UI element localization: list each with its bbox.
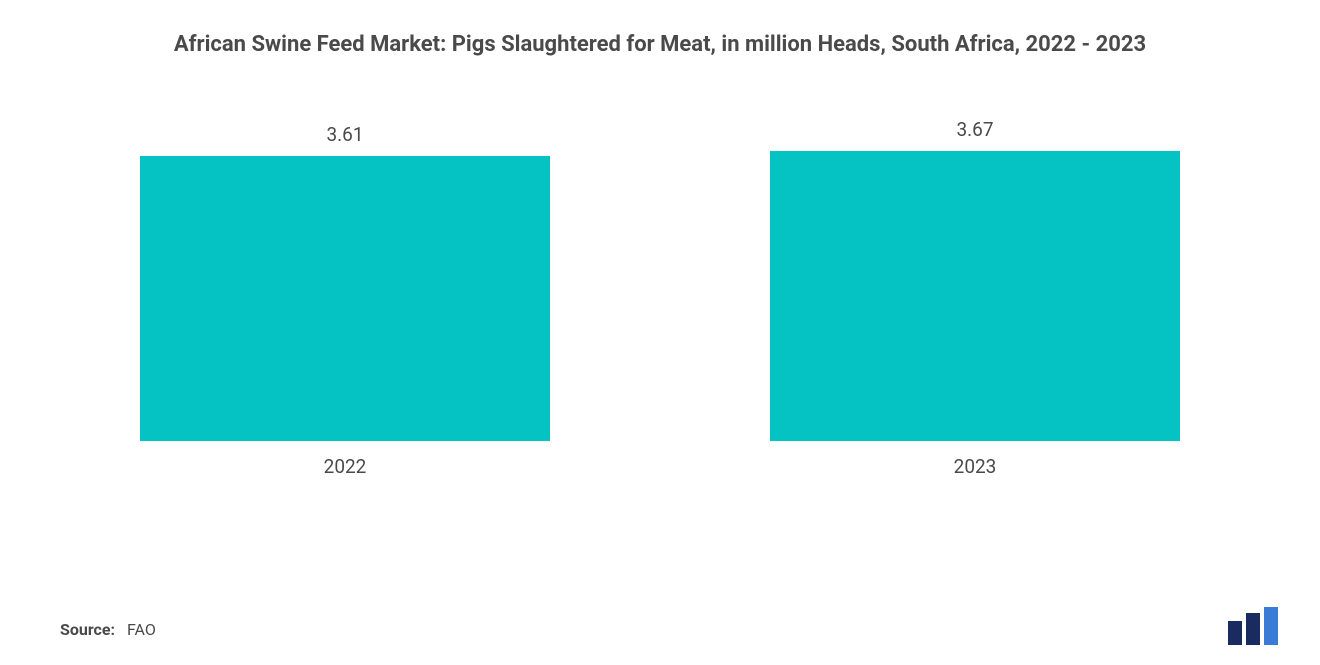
bar-category-label-2023: 2023 — [770, 455, 1180, 478]
chart-container: African Swine Feed Market: Pigs Slaughte… — [0, 0, 1320, 665]
chart-title: African Swine Feed Market: Pigs Slaughte… — [110, 30, 1210, 61]
bar-2022 — [140, 156, 550, 441]
bar-value-label-2023: 3.67 — [770, 118, 1180, 141]
bar-category-label-2022: 2022 — [140, 455, 550, 478]
bar-group-2023: 3.67 2023 — [770, 151, 1180, 441]
brand-logo-icon — [1228, 607, 1282, 645]
bar-group-2022: 3.61 2022 — [140, 151, 550, 441]
source-text: FAO — [127, 620, 156, 639]
source-label: Source: — [60, 620, 115, 639]
logo-bar-1 — [1228, 621, 1242, 645]
logo-bar-2 — [1246, 613, 1260, 645]
source-line: Source: FAO — [60, 620, 156, 639]
bar-value-label-2022: 3.61 — [140, 123, 550, 146]
plot-area: 3.61 2022 3.67 2023 — [60, 151, 1260, 441]
bar-2023 — [770, 151, 1180, 441]
brand-logo — [1228, 607, 1282, 645]
logo-bar-3 — [1264, 607, 1278, 645]
